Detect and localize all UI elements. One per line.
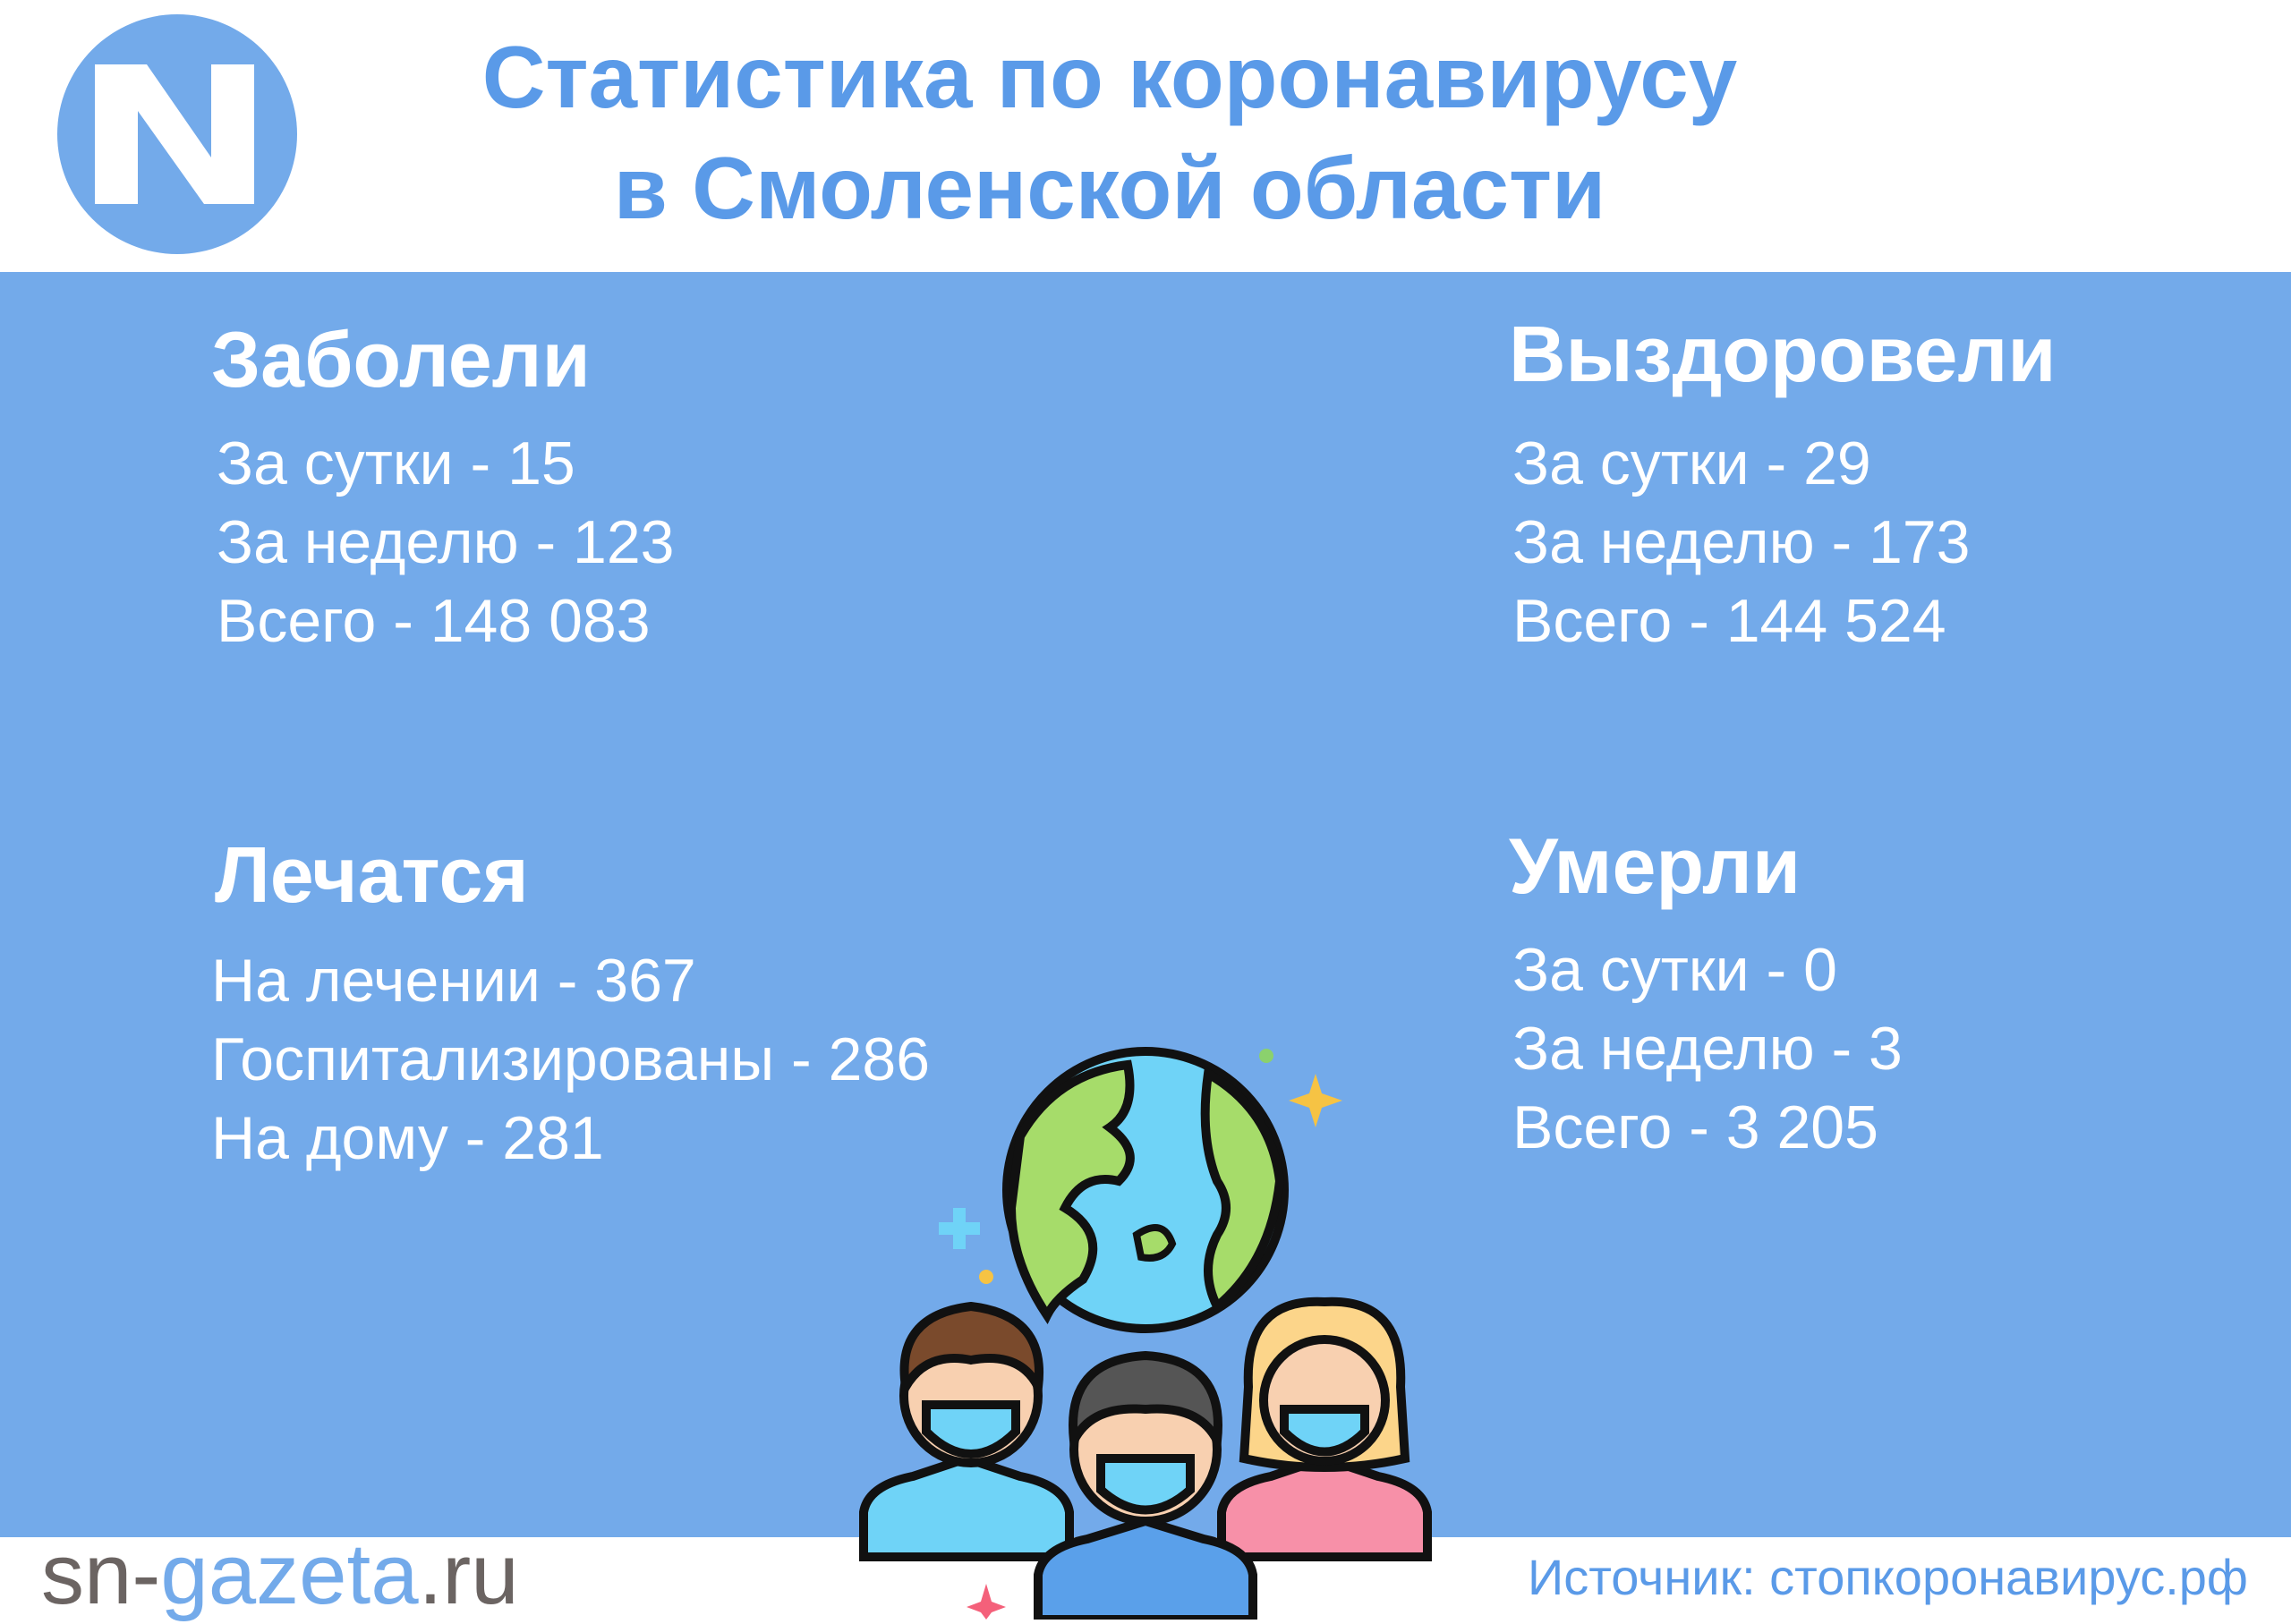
- sparkle-icon: [1289, 1074, 1342, 1127]
- sparkle-icon: [967, 1584, 1006, 1620]
- site-part1: sn-: [41, 1526, 161, 1622]
- page-title-line2: в Смоленской области: [613, 139, 1606, 237]
- page-title-line1: Статистика по коронавирусу: [481, 28, 1738, 126]
- globe-icon: [1002, 1047, 1289, 1333]
- died-day: За сутки - 0: [1512, 936, 1837, 1004]
- site-part3: .ru: [418, 1526, 519, 1622]
- recovered-heading: Выздоровели: [1509, 310, 2057, 398]
- recovered-day: За сутки - 29: [1512, 429, 1871, 497]
- plus-icon: [939, 1208, 980, 1249]
- treated-current: На лечении - 367: [211, 947, 696, 1015]
- treated-hospital: Госпитализированы - 286: [211, 1025, 931, 1093]
- infected-heading: Заболели: [211, 315, 591, 404]
- recovered-total: Всего - 144 524: [1512, 587, 1946, 655]
- person-right: [1217, 1297, 1432, 1561]
- recovered-week: За неделю - 173: [1512, 508, 1971, 576]
- logo-icon: [57, 14, 297, 254]
- treated-heading: Лечатся: [215, 830, 529, 919]
- died-week: За неделю - 3: [1512, 1015, 1903, 1083]
- person-center: [1034, 1350, 1257, 1620]
- source-label: Источник: стопкоронавирус.рф: [1528, 1549, 2248, 1605]
- site-logo-text: sn-gazeta.ru: [41, 1526, 519, 1624]
- treated-block: Лечатся На лечении - 367 Госпитализирова…: [211, 830, 930, 1178]
- treated-home: На дому - 281: [211, 1104, 604, 1172]
- infected-day: За сутки - 15: [217, 429, 575, 497]
- died-total: Всего - 3 205: [1512, 1093, 1878, 1161]
- masked-people-globe-illustration: [859, 1047, 1432, 1620]
- died-heading: Умерли: [1509, 821, 1801, 910]
- infected-total: Всего - 148 083: [217, 587, 651, 655]
- person-left: [859, 1301, 1074, 1561]
- recovered-block: Выздоровели За сутки - 29 За неделю - 17…: [1509, 310, 2056, 660]
- infected-week: За неделю - 123: [217, 508, 675, 576]
- infected-block: Заболели За сутки - 15 За неделю - 123 В…: [211, 315, 674, 660]
- died-block: Умерли За сутки - 0 За неделю - 3 Всего …: [1509, 821, 1903, 1167]
- site-part2: gazeta: [160, 1526, 419, 1622]
